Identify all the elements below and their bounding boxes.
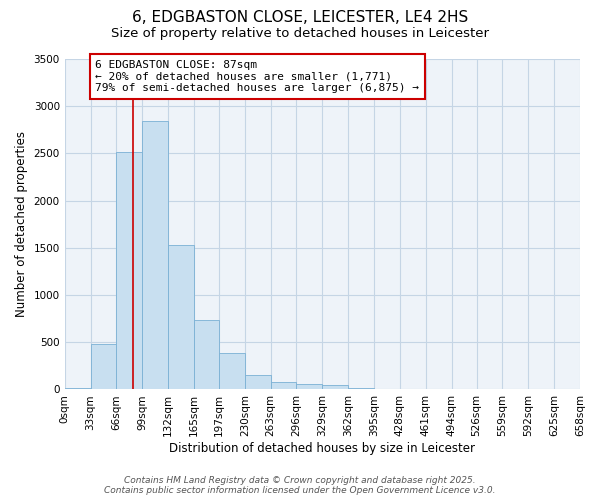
- Bar: [245, 376, 271, 390]
- Text: Size of property relative to detached houses in Leicester: Size of property relative to detached ho…: [111, 28, 489, 40]
- Bar: [116, 152, 142, 390]
- Text: 6, EDGBASTON CLOSE, LEICESTER, LE4 2HS: 6, EDGBASTON CLOSE, LEICESTER, LE4 2HS: [132, 10, 468, 25]
- Bar: [296, 384, 322, 390]
- X-axis label: Distribution of detached houses by size in Leicester: Distribution of detached houses by size …: [169, 442, 475, 455]
- Bar: [142, 122, 168, 390]
- Bar: [91, 344, 116, 390]
- Bar: [194, 320, 219, 390]
- Text: 6 EDGBASTON CLOSE: 87sqm
← 20% of detached houses are smaller (1,771)
79% of sem: 6 EDGBASTON CLOSE: 87sqm ← 20% of detach…: [95, 60, 419, 93]
- Bar: [348, 388, 374, 390]
- Y-axis label: Number of detached properties: Number of detached properties: [15, 131, 28, 317]
- Text: Contains HM Land Registry data © Crown copyright and database right 2025.
Contai: Contains HM Land Registry data © Crown c…: [104, 476, 496, 495]
- Bar: [271, 382, 296, 390]
- Bar: [322, 385, 348, 390]
- Bar: [168, 245, 194, 390]
- Bar: [65, 388, 91, 390]
- Bar: [219, 352, 245, 390]
